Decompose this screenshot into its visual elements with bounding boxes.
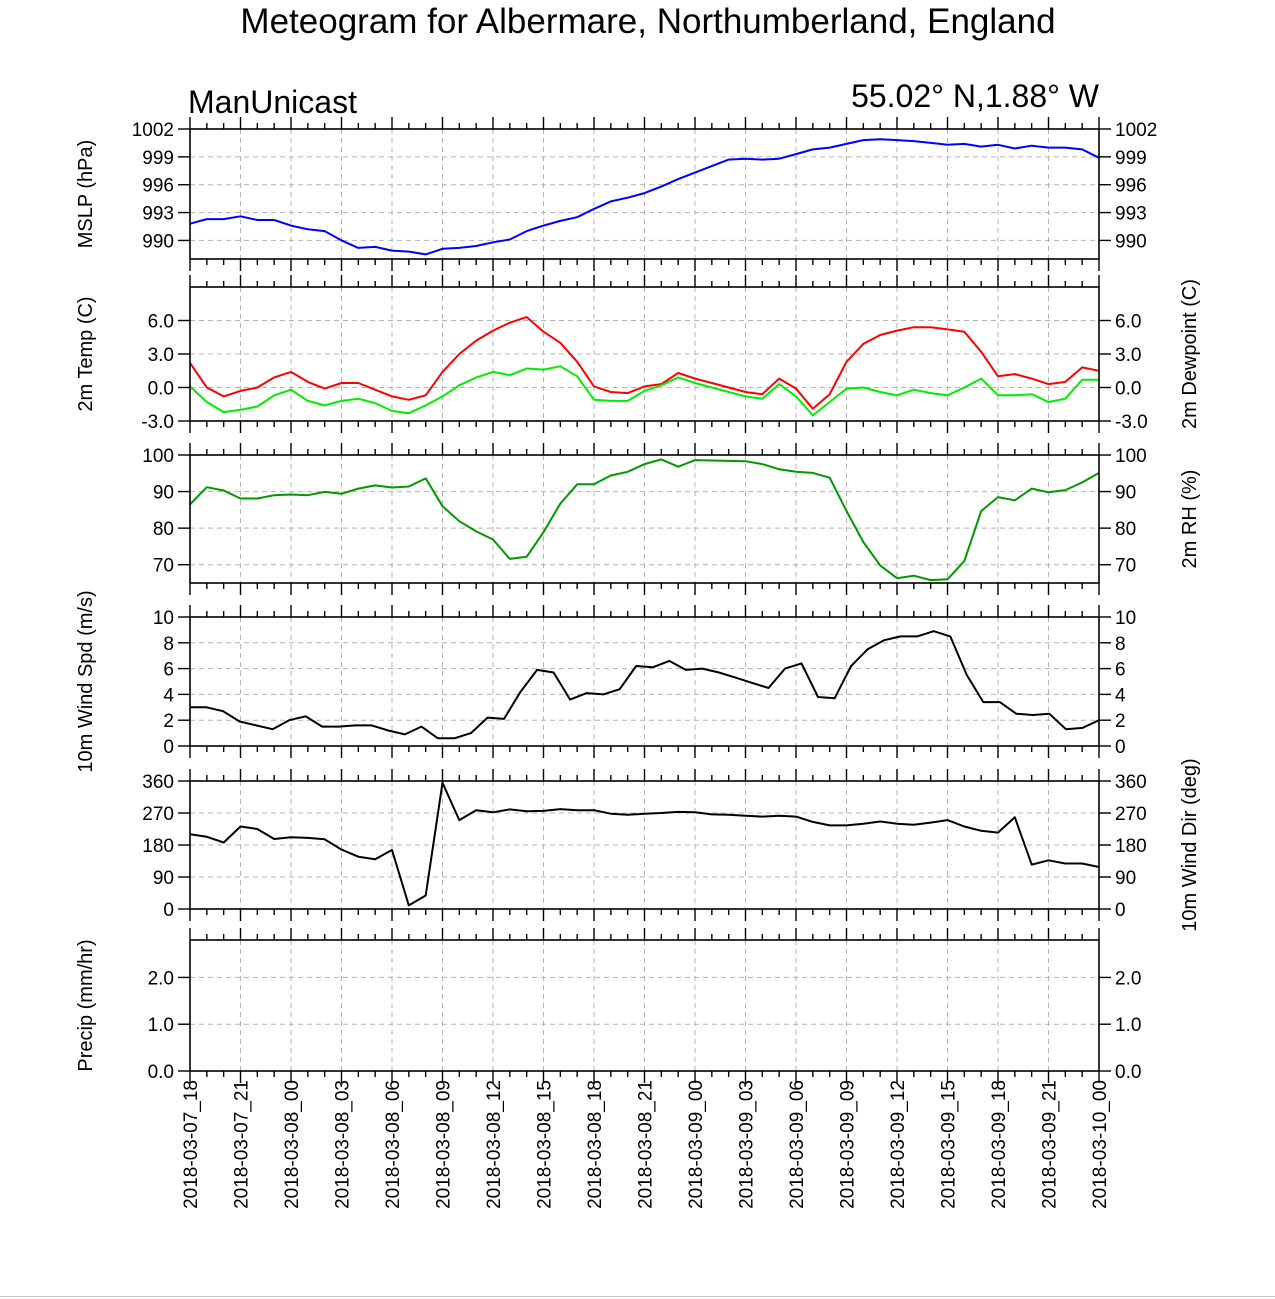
y-tick-label-right: 10 <box>1115 608 1136 629</box>
y-tick-label-left: 8 <box>163 634 174 655</box>
y-tick-label-right: 180 <box>1115 836 1147 857</box>
y-tick-label-right: 80 <box>1115 519 1136 540</box>
y-tick-label-right: -3.0 <box>1115 412 1148 433</box>
y-tick-label-left: 990 <box>142 231 174 252</box>
x-tick-label: 2018-03-09_00 <box>686 1080 707 1209</box>
x-tick-label: 2018-03-09_15 <box>939 1080 960 1209</box>
x-tick-label: 2018-03-09_06 <box>787 1080 808 1209</box>
x-tick-label: 2018-03-08_09 <box>434 1080 455 1209</box>
x-tick-label: 2018-03-08_03 <box>333 1080 354 1209</box>
x-tick-label: 2018-03-08_18 <box>585 1080 606 1209</box>
panel-6: 0.0 0.0 1.0 1.0 2.0 2.0 Precip (mm/hr) <box>75 928 1141 1083</box>
y-axis-label-right: 2m RH (%) <box>1179 470 1201 569</box>
y-tick-label-left: 996 <box>142 176 174 197</box>
x-tick-label: 2018-03-08_21 <box>636 1080 657 1209</box>
y-tick-label-left: 2.0 <box>148 968 174 989</box>
y-tick-label-right: 360 <box>1115 772 1147 793</box>
x-tick-label: 2018-03-08_06 <box>383 1080 404 1209</box>
series-line-wind <box>189 781 1100 907</box>
y-tick-label-left: 360 <box>142 772 174 793</box>
x-tick-label: 2018-03-09_12 <box>888 1080 909 1209</box>
bottom-divider <box>0 1296 1275 1297</box>
y-tick-label-left: 90 <box>153 483 174 504</box>
x-tick-label: 2018-03-08_00 <box>282 1080 303 1209</box>
series-line-rh <box>189 458 1100 582</box>
panel-2: -3.0 -3.0 0.0 0.0 3.0 3.0 6.0 6.0 2m Temp (C) 2m … <box>75 275 1201 433</box>
y-axis-label-left: MSLP (hPa) <box>75 140 97 249</box>
y-tick-label-left: 6.0 <box>148 312 174 333</box>
y-axis-label-right: 10m Wind Dir (deg) <box>1179 758 1201 931</box>
x-tick-label: 2018-03-08_12 <box>484 1080 505 1209</box>
panel-1: 990 990 993 993 996 996 999 999 1002 1002 MSLP (hP… <box>75 117 1157 271</box>
x-axis-tick-labels: 2018-03-07_18 2018-03-07_21 2018-03-08_00 2… <box>181 1080 1111 1209</box>
x-tick-label: 2018-03-07_21 <box>232 1080 253 1209</box>
series-line-dewpoint <box>189 365 1099 417</box>
x-tick-label: 2018-03-07_18 <box>181 1080 202 1209</box>
y-tick-label-right: 2.0 <box>1115 968 1141 989</box>
x-tick-label: 2018-03-10_00 <box>1090 1080 1111 1209</box>
y-tick-label-right: 990 <box>1115 231 1147 252</box>
series-line-wind <box>190 630 1100 740</box>
y-tick-label-left: 4 <box>163 685 174 706</box>
y-tick-label-right: 270 <box>1115 804 1147 825</box>
y-tick-label-left: 6 <box>163 660 174 681</box>
y-tick-label-right: 996 <box>1115 176 1147 197</box>
y-tick-label-right: 90 <box>1115 868 1136 889</box>
panel-4: 0 0 2 2 4 4 6 6 8 8 10 10 10m Wind Spd (m/s) <box>75 590 1136 772</box>
y-tick-label-left: 100 <box>142 446 174 467</box>
y-tick-label-left: 90 <box>153 868 174 889</box>
chart-title: Meteogram for Albermare, Northumberland,… <box>240 2 1055 41</box>
y-tick-label-left: 993 <box>142 204 174 225</box>
y-tick-label-right: 0 <box>1115 900 1126 921</box>
y-tick-label-left: 3.0 <box>148 345 174 366</box>
y-tick-label-left: 2 <box>163 711 174 732</box>
y-axis-label-left: 2m Temp (C) <box>75 296 97 411</box>
model-label: ManUnicast <box>188 84 357 120</box>
y-tick-label-right: 0.0 <box>1115 379 1141 400</box>
location-label: 55.02° N,1.88° W <box>851 78 1100 114</box>
x-tick-label: 2018-03-09_21 <box>1040 1080 1061 1209</box>
y-tick-label-left: 10 <box>153 608 174 629</box>
y-tick-label-right: 6 <box>1115 660 1126 681</box>
y-axis-label-right: 2m Dewpoint (C) <box>1179 279 1201 429</box>
y-tick-label-right: 1002 <box>1115 120 1157 141</box>
panel-5: 0 0 90 90 180 180 270 270 360 360 10m Wind Dir (de… <box>142 758 1201 931</box>
x-tick-label: 2018-03-08_15 <box>535 1080 556 1209</box>
y-tick-label-right: 90 <box>1115 483 1136 504</box>
y-tick-label-right: 2 <box>1115 711 1126 732</box>
y-tick-label-right: 6.0 <box>1115 312 1141 333</box>
y-tick-label-left: 0 <box>163 900 174 921</box>
y-tick-label-left: 1.0 <box>148 1015 174 1036</box>
y-axis-label-left: Precip (mm/hr) <box>75 939 97 1071</box>
y-tick-label-right: 1.0 <box>1115 1015 1141 1036</box>
series-line-mslp <box>189 138 1100 256</box>
y-tick-label-right: 8 <box>1115 634 1126 655</box>
y-tick-label-right: 0 <box>1115 737 1126 758</box>
y-tick-label-left: 0.0 <box>148 1062 174 1083</box>
y-tick-label-left: 80 <box>153 519 174 540</box>
y-tick-label-left: -3.0 <box>141 412 174 433</box>
y-tick-label-left: 70 <box>153 556 174 577</box>
y-tick-label-left: 0.0 <box>148 379 174 400</box>
x-tick-label: 2018-03-09_03 <box>737 1080 758 1209</box>
x-tick-label: 2018-03-09_09 <box>838 1080 859 1209</box>
y-tick-label-right: 993 <box>1115 204 1147 225</box>
panel-3: 70 70 80 80 90 90 100 100 2m RH (%) <box>142 443 1201 595</box>
y-tick-label-left: 0 <box>163 737 174 758</box>
y-tick-label-right: 4 <box>1115 685 1126 706</box>
y-axis-label-left: 10m Wind Spd (m/s) <box>75 590 97 772</box>
y-tick-label-right: 999 <box>1115 148 1147 169</box>
x-tick-label: 2018-03-09_18 <box>989 1080 1010 1209</box>
y-tick-label-right: 0.0 <box>1115 1062 1141 1083</box>
y-tick-label-left: 999 <box>142 148 174 169</box>
y-tick-label-right: 70 <box>1115 556 1136 577</box>
series-line-temp <box>189 316 1100 410</box>
y-tick-label-left: 180 <box>142 836 174 857</box>
y-tick-label-right: 100 <box>1115 446 1147 467</box>
y-tick-label-left: 1002 <box>132 120 174 141</box>
y-tick-label-left: 270 <box>142 804 174 825</box>
y-tick-label-right: 3.0 <box>1115 345 1141 366</box>
